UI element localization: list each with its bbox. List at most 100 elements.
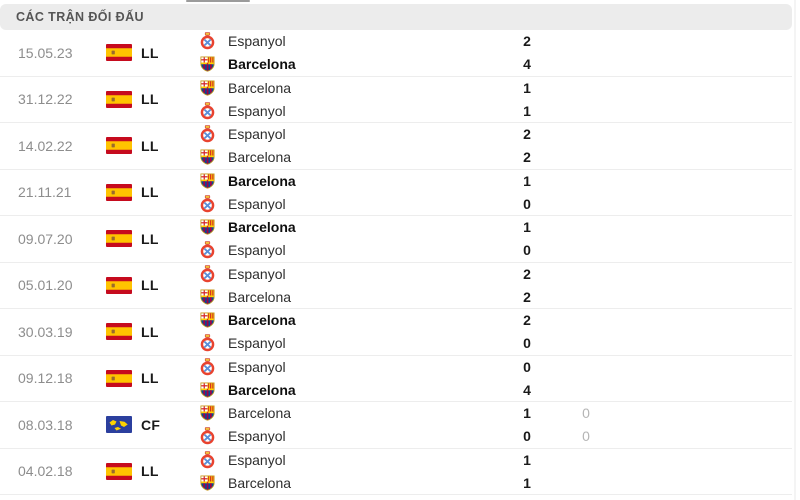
competition-code: LL (141, 184, 159, 201)
match-row[interactable]: 31.12.22 LL Barcelona 1 Espanyol 1 (0, 77, 792, 123)
competition-code: LL (141, 370, 159, 387)
match-row[interactable]: 05.01.20 LL Espanyol 2 Barcelona 2 (0, 263, 792, 309)
competition-code: LL (141, 230, 159, 247)
team-line: Barcelona 1 0 (198, 402, 792, 424)
espanyol-crest-icon (198, 241, 216, 260)
team-score: 4 (523, 56, 531, 73)
espanyol-crest-icon (198, 264, 216, 283)
team-line: Espanyol 0 0 (198, 425, 792, 447)
spain-flag-icon (106, 230, 132, 248)
barcelona-crest-icon (198, 171, 216, 190)
match-row[interactable]: 09.07.20 LL Barcelona 1 Espanyol 0 (0, 216, 792, 263)
competition-code: LL (141, 463, 159, 480)
match-date: 04.02.18 (18, 463, 73, 480)
scrollbar-track[interactable] (794, 0, 796, 500)
team-score: 0 (523, 195, 531, 212)
match-date: 30.03.19 (18, 323, 73, 340)
team-score: 1 (523, 79, 531, 96)
team-lines: Espanyol 0 Barcelona 4 (198, 356, 792, 401)
team-name: Espanyol (228, 126, 286, 143)
team-name: Barcelona (228, 288, 292, 305)
team-line: Espanyol 2 (198, 30, 792, 52)
match-row[interactable]: 04.02.18 LL Espanyol 1 Barcelona 1 (0, 449, 792, 495)
team-name: Barcelona (228, 172, 296, 189)
team-score: 2 (523, 312, 531, 329)
match-row[interactable]: 30.03.19 LL Barcelona 2 Espanyol 0 (0, 309, 792, 356)
barcelona-crest-icon (198, 287, 216, 306)
team-line: Barcelona 1 (198, 216, 792, 238)
espanyol-crest-icon (198, 101, 216, 120)
espanyol-crest-icon (198, 357, 216, 376)
team-line: Espanyol 1 (198, 449, 792, 471)
team-lines: Barcelona 1 Espanyol 0 (198, 170, 792, 215)
team-lines: Barcelona 1 0 Espanyol 0 0 (198, 402, 792, 447)
espanyol-crest-icon (198, 427, 216, 446)
competition: LL (106, 90, 198, 108)
team-line: Barcelona 2 (198, 146, 792, 168)
barcelona-crest-icon (198, 473, 216, 492)
team-name: Barcelona (228, 474, 292, 491)
team-name: Espanyol (228, 335, 286, 352)
spain-flag-icon (106, 462, 132, 480)
team-line: Barcelona 4 (198, 379, 792, 401)
competition: LL (106, 44, 198, 62)
competition: LL (106, 137, 198, 155)
team-score: 0 (523, 358, 531, 375)
team-name: Espanyol (228, 451, 286, 468)
barcelona-crest-icon (198, 78, 216, 97)
team-lines: Barcelona 2 Espanyol 0 (198, 309, 792, 354)
team-name: Espanyol (228, 102, 286, 119)
match-date: 31.12.22 (18, 91, 73, 108)
team-name: Barcelona (228, 79, 292, 96)
match-date: 15.05.23 (18, 44, 73, 61)
match-date: 09.07.20 (18, 230, 73, 247)
team-name: Barcelona (228, 405, 292, 422)
match-row[interactable]: 08.03.18 CF Barcelona 1 0 Espanyol 0 0 (0, 402, 792, 449)
team-line: Barcelona 2 (198, 309, 792, 331)
spain-flag-icon (106, 90, 132, 108)
alt-score: 0 (582, 428, 590, 445)
barcelona-crest-icon (198, 380, 216, 399)
competition: LL (106, 276, 198, 294)
team-name: Barcelona (228, 381, 296, 398)
team-lines: Espanyol 1 Barcelona 1 (198, 449, 792, 494)
team-line: Barcelona 1 (198, 472, 792, 494)
team-lines: Espanyol 2 Barcelona 4 (198, 30, 792, 75)
match-date: 14.02.22 (18, 137, 73, 154)
competition-code: LL (141, 91, 159, 108)
barcelona-crest-icon (198, 218, 216, 237)
competition: CF (106, 416, 198, 434)
team-score: 2 (523, 149, 531, 166)
page-title: CÁC TRẬN ĐỐI ĐẤU (16, 10, 144, 24)
team-score: 0 (523, 428, 531, 445)
competition: LL (106, 323, 198, 341)
team-name: Barcelona (228, 56, 296, 73)
world-flag-icon (106, 416, 132, 434)
team-line: Barcelona 4 (198, 53, 792, 75)
match-date: 05.01.20 (18, 277, 73, 294)
match-row[interactable]: 15.05.23 LL Espanyol 2 Barcelona 4 (0, 30, 792, 77)
team-name: Espanyol (228, 242, 286, 259)
barcelona-crest-icon (198, 404, 216, 423)
team-score: 2 (523, 288, 531, 305)
team-score: 1 (523, 219, 531, 236)
team-score: 0 (523, 242, 531, 259)
espanyol-crest-icon (198, 450, 216, 469)
barcelona-crest-icon (198, 55, 216, 74)
espanyol-crest-icon (198, 194, 216, 213)
match-date: 08.03.18 (18, 416, 73, 433)
espanyol-crest-icon (198, 125, 216, 144)
spain-flag-icon (106, 44, 132, 62)
alt-score: 0 (582, 405, 590, 422)
team-score: 2 (523, 126, 531, 143)
team-score: 1 (523, 102, 531, 119)
team-lines: Barcelona 1 Espanyol 0 (198, 216, 792, 261)
team-name: Espanyol (228, 358, 286, 375)
match-date: 09.12.18 (18, 370, 73, 387)
match-row[interactable]: 14.02.22 LL Espanyol 2 Barcelona 2 (0, 123, 792, 170)
team-lines: Barcelona 1 Espanyol 1 (198, 77, 792, 122)
team-line: Espanyol 0 (198, 193, 792, 215)
match-row[interactable]: 21.11.21 LL Barcelona 1 Espanyol 0 (0, 170, 792, 216)
team-name: Barcelona (228, 149, 292, 166)
match-row[interactable]: 09.12.18 LL Espanyol 0 Barcelona 4 (0, 356, 792, 402)
